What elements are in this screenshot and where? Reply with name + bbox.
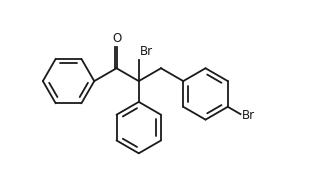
Text: Br: Br (140, 45, 153, 58)
Text: Br: Br (242, 109, 255, 122)
Text: O: O (112, 31, 121, 44)
